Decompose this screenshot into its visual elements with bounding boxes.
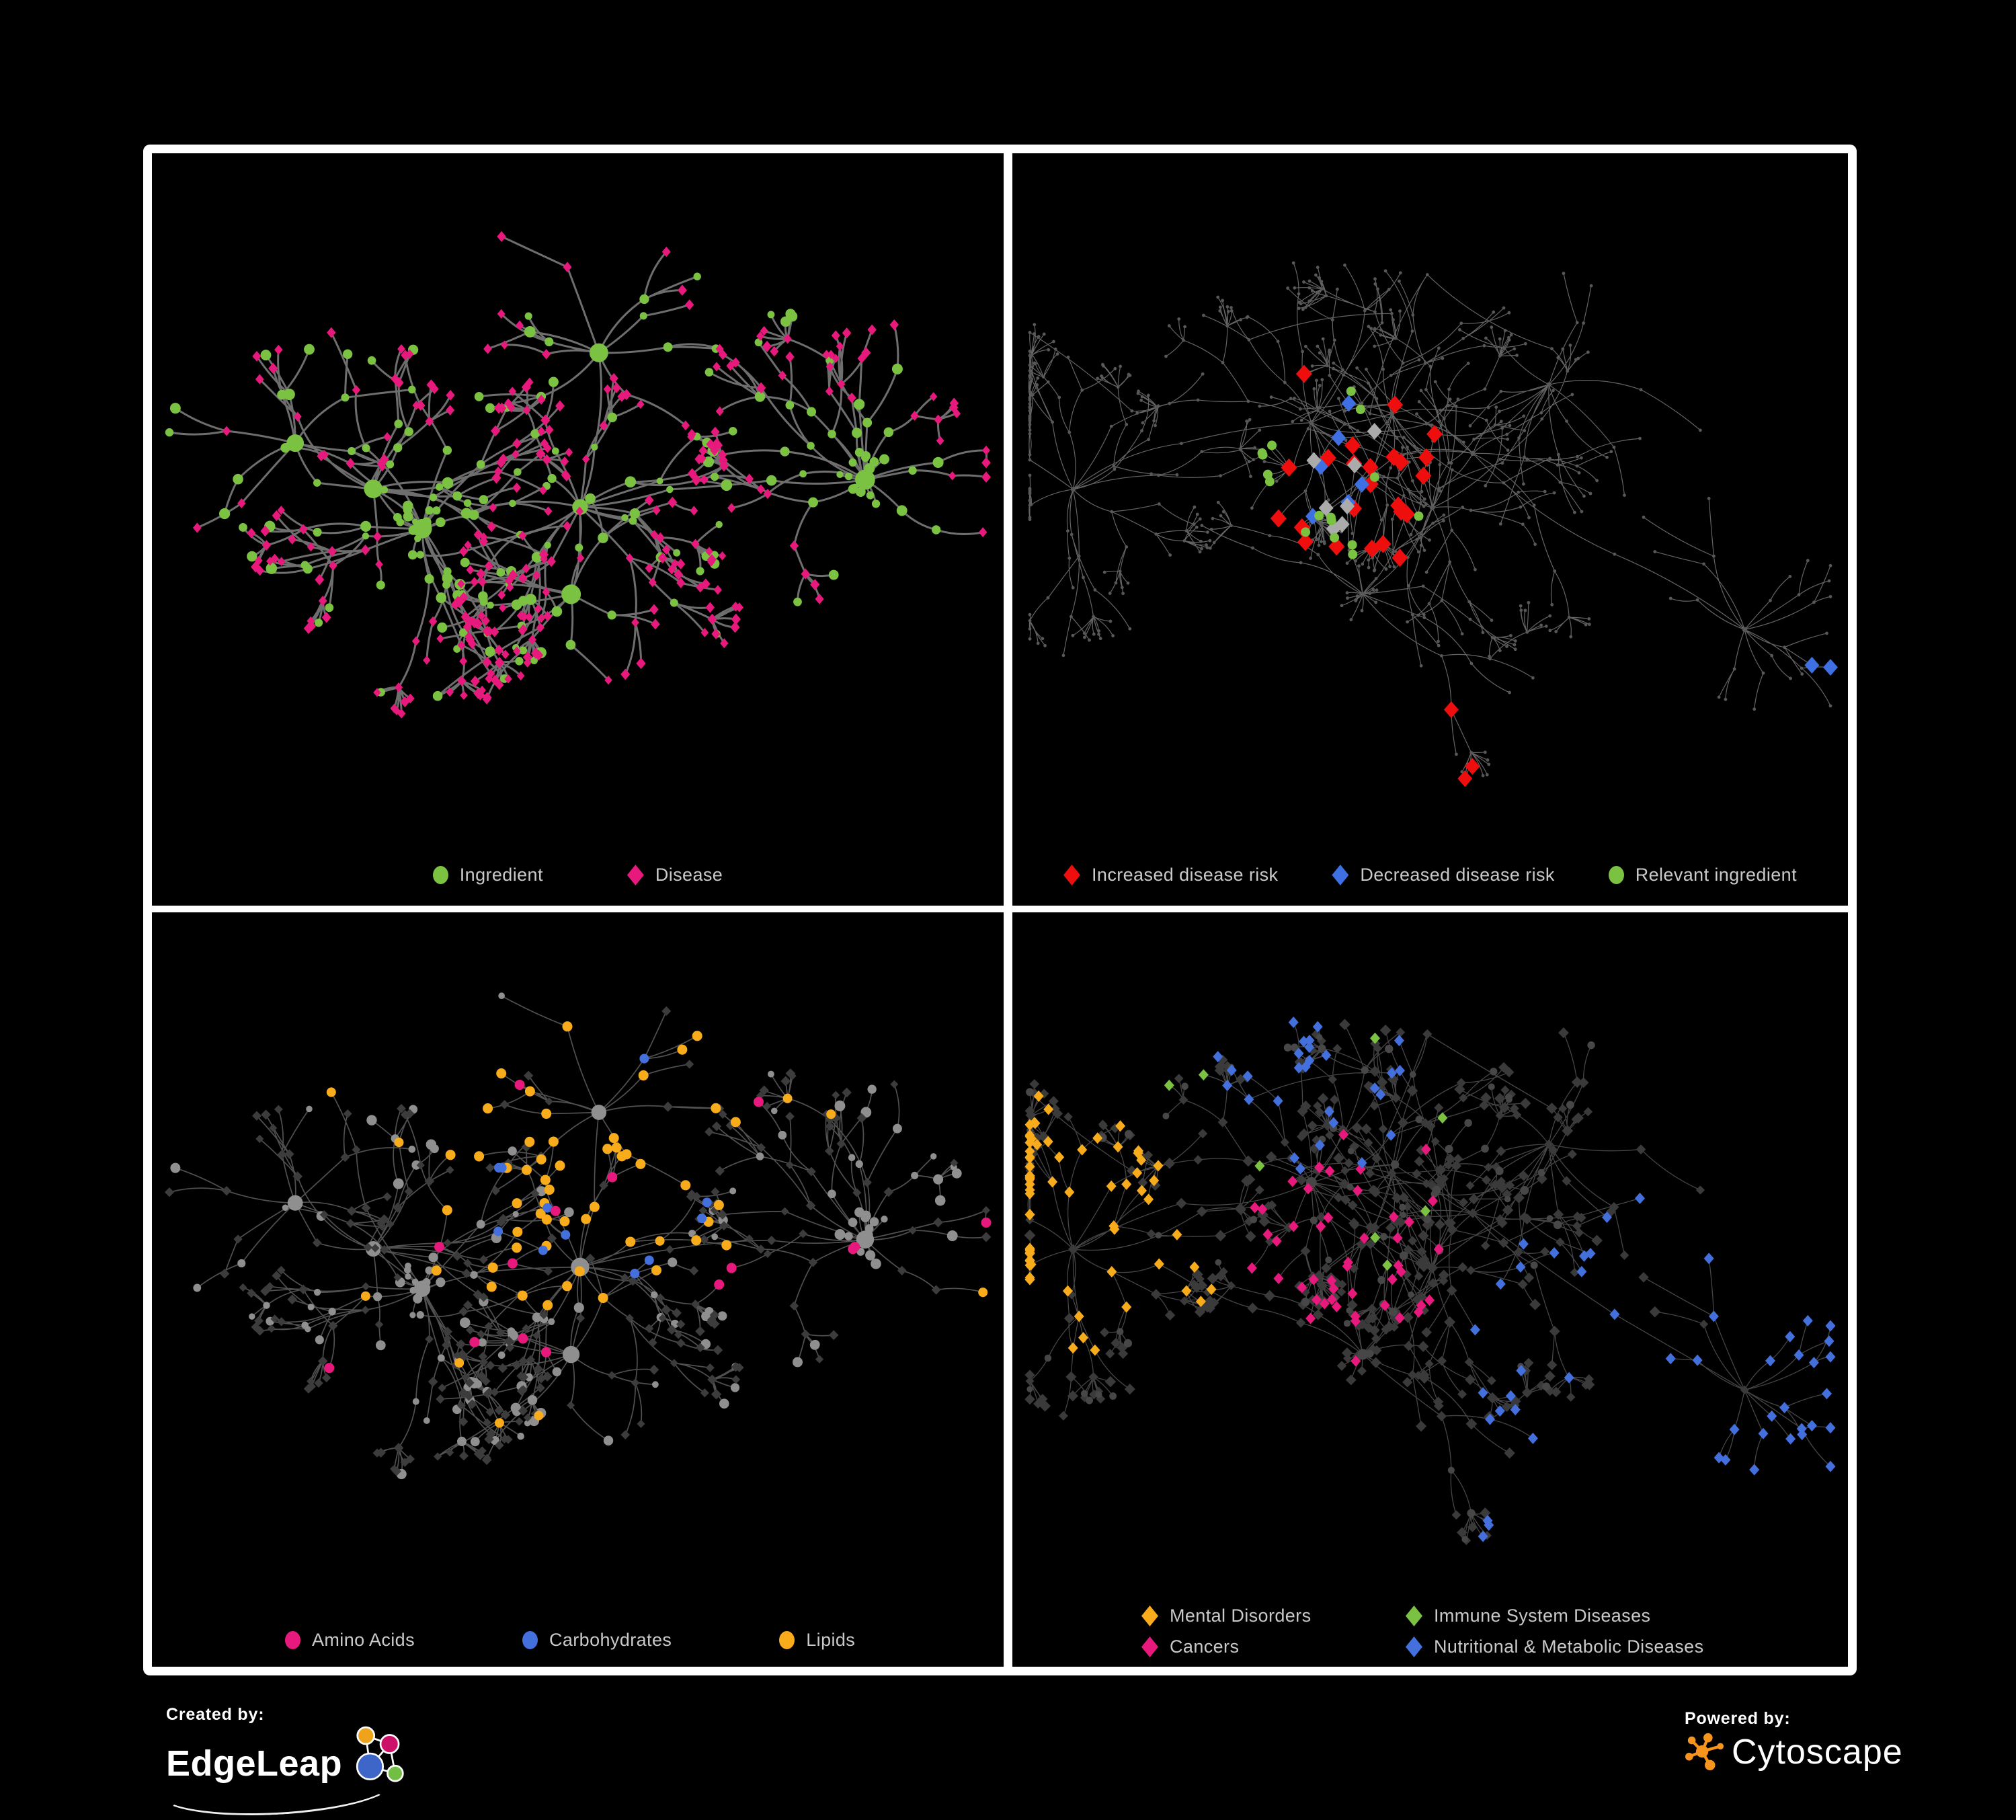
legend-item: Immune System Diseases: [1406, 1606, 1703, 1626]
nutrient-classes-network-graph: [164, 992, 992, 1480]
legend-label: Decreased disease risk: [1360, 865, 1555, 885]
legend-label: Cancers: [1170, 1636, 1240, 1657]
created-by-block: Created by: EdgeLeap: [157, 1705, 415, 1820]
circle-marker-icon: [779, 1631, 795, 1649]
graph-edges: [1027, 1022, 1831, 1541]
highlighted-nodes: [1306, 423, 1382, 537]
edgeleap-brand: EdgeLeap: [157, 1726, 415, 1820]
legend-label: Ingredient: [459, 865, 543, 885]
circle-marker-icon: [285, 1631, 300, 1649]
legend-item: Relevant ingredient: [1608, 865, 1797, 885]
created-by-label: Created by:: [166, 1705, 265, 1724]
legend-item: Decreased disease risk: [1332, 865, 1554, 885]
highlighted-nodes: [1213, 1017, 1836, 1542]
diamond-marker-icon: [1406, 1636, 1422, 1657]
cytoscape-wordmark: Cytoscape: [1732, 1733, 1903, 1772]
circle-marker-icon: [1608, 866, 1624, 884]
legend-item: Mental Disorders: [1141, 1606, 1406, 1626]
legend-item: Ingredient: [432, 865, 543, 885]
diamond-marker-icon: [1141, 1606, 1158, 1626]
cytoscape-brand: Cytoscape: [1685, 1731, 1903, 1773]
graph-edges: [1028, 262, 1831, 780]
legend-label: Mental Disorders: [1170, 1606, 1312, 1626]
diamond-marker-icon: [1141, 1636, 1158, 1657]
legend-label: Immune System Diseases: [1434, 1606, 1651, 1626]
legend-item: Carbohydrates: [522, 1630, 672, 1651]
legend-label: Disease: [655, 865, 723, 885]
highlighted-nodes: [326, 1021, 988, 1428]
panel-disease-classes: Mental Disorders Immune System Diseases Ca…: [1012, 912, 1848, 1667]
legend-item: Cancers: [1141, 1636, 1406, 1657]
legend-ingredient-disease: Ingredient Disease: [152, 865, 1004, 885]
cytoscape-logo-icon: [1685, 1733, 1724, 1771]
panel-nutrient-classes: Amino Acids Carbohydrates Lipids: [152, 912, 1004, 1667]
highlighted-nodes: [324, 1079, 992, 1374]
legend-disease-classes: Mental Disorders Immune System Diseases Ca…: [1141, 1606, 1703, 1657]
highlighted-nodes: [1024, 1090, 1217, 1356]
graph-nodes: [165, 272, 944, 701]
legend-item: Nutritional & Metabolic Diseases: [1406, 1636, 1703, 1657]
diamond-marker-icon: [1332, 865, 1349, 885]
disease-risk-network-graph: [1028, 261, 1838, 787]
disease-classes-network-graph: [1024, 1017, 1836, 1546]
legend-item: Increased disease risk: [1063, 865, 1278, 885]
legend-disease-risk: Increased disease risk Decreased disease …: [1063, 865, 1797, 885]
legend-label: Amino Acids: [312, 1630, 415, 1650]
legend-label: Relevant ingredient: [1635, 865, 1797, 885]
four-panel-frame: Ingredient Disease Increased disease risk…: [143, 145, 1857, 1675]
legend-item: Disease: [627, 865, 723, 885]
legend-label: Carbohydrates: [549, 1630, 672, 1650]
circle-marker-icon: [522, 1631, 538, 1649]
figure-footer: Created by: EdgeLeap: [0, 1675, 2016, 1820]
diamond-marker-icon: [627, 865, 644, 885]
powered-by-block: Powered by: Cy: [1685, 1709, 1903, 1773]
panel-disease-risk: Increased disease risk Decreased disease …: [1012, 153, 1848, 906]
legend-nutrient-classes: Amino Acids Carbohydrates Lipids: [285, 1630, 1004, 1651]
diamond-marker-icon: [1063, 865, 1080, 885]
legend-item: Lipids: [779, 1630, 855, 1651]
legend-item: Amino Acids: [285, 1630, 415, 1651]
edgeleap-wordmark: EdgeLeap: [166, 1743, 343, 1784]
highlighted-nodes: [1305, 395, 1838, 676]
legend-label: Lipids: [806, 1630, 856, 1650]
circle-marker-icon: [432, 866, 448, 884]
legend-label: Increased disease risk: [1092, 865, 1279, 885]
highlighted-nodes: [1246, 1129, 1444, 1367]
edgeleap-logo-icon: [356, 1726, 404, 1782]
diamond-marker-icon: [1406, 1606, 1422, 1626]
powered-by-label: Powered by:: [1685, 1709, 1791, 1728]
graph-nodes: [1028, 261, 1832, 782]
legend-label: Nutritional & Metabolic Diseases: [1434, 1636, 1704, 1657]
ingredient-disease-network-graph: [165, 231, 991, 719]
panel-ingredient-disease: Ingredient Disease: [152, 153, 1004, 906]
